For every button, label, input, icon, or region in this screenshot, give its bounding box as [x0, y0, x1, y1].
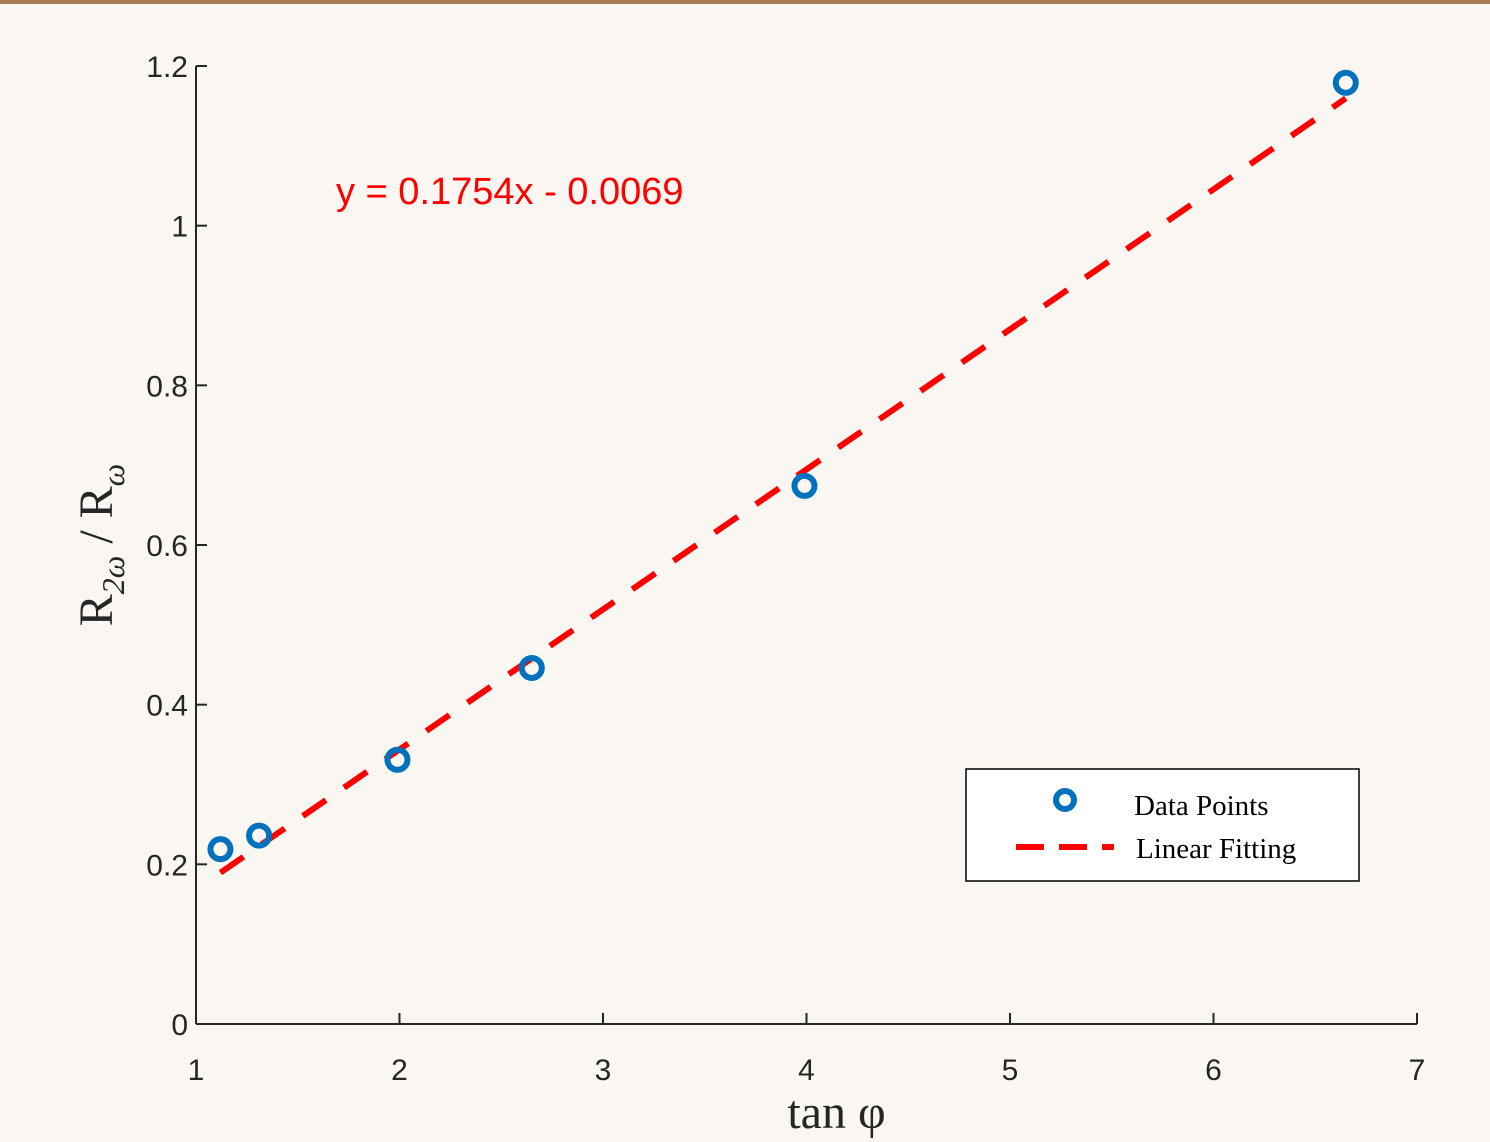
x-axis-title: tan φ — [787, 1086, 885, 1139]
y-title-separator: / — [70, 518, 123, 555]
y-tick-label: 0.2 — [146, 849, 188, 882]
x-tick-label: 5 — [1002, 1054, 1019, 1087]
x-tick-label: 1 — [188, 1054, 205, 1087]
legend: Data Points Linear Fitting — [965, 768, 1360, 882]
y-tick-label: 0.6 — [146, 530, 188, 563]
y-title-den-sub: ω — [95, 464, 131, 487]
data-point — [207, 836, 234, 863]
legend-marker-data-points — [1053, 788, 1077, 812]
y-axis-title: R2ω / Rω — [70, 464, 131, 627]
x-tick-label: 4 — [798, 1054, 815, 1087]
data-points-layer — [207, 69, 1359, 863]
y-title-num-base: R — [70, 594, 123, 626]
y-tick-label: 1 — [171, 211, 188, 244]
data-point — [791, 472, 818, 499]
x-tick-label: 7 — [1409, 1054, 1426, 1087]
top-accent-bar — [0, 0, 1490, 4]
y-title-num-sub: 2ω — [95, 556, 131, 595]
y-tick-label: 0.4 — [146, 690, 188, 723]
fit-line — [218, 95, 1348, 876]
y-tick-label: 0.8 — [146, 370, 188, 403]
data-point — [384, 746, 411, 773]
y-title-den-base: R — [70, 486, 123, 518]
axes: 1 2 3 4 5 6 7 0 0.2 0.4 0.6 0.8 1 1.2 — [146, 51, 1425, 1087]
fit-equation: y = 0.1754x - 0.0069 — [336, 171, 684, 213]
legend-label-linear-fitting: Linear Fitting — [1136, 833, 1296, 865]
y-tick-label: 0 — [171, 1009, 188, 1042]
legend-box — [965, 768, 1360, 882]
y-tick-label: 1.2 — [146, 51, 188, 84]
x-tick-label: 6 — [1205, 1054, 1222, 1087]
data-point — [246, 822, 273, 849]
data-point — [518, 654, 545, 681]
legend-label-data-points: Data Points — [1134, 790, 1269, 822]
fit-line-layer — [218, 95, 1348, 876]
x-tick-label: 2 — [391, 1054, 408, 1087]
x-tick-label: 3 — [595, 1054, 612, 1087]
data-point — [1332, 69, 1359, 96]
